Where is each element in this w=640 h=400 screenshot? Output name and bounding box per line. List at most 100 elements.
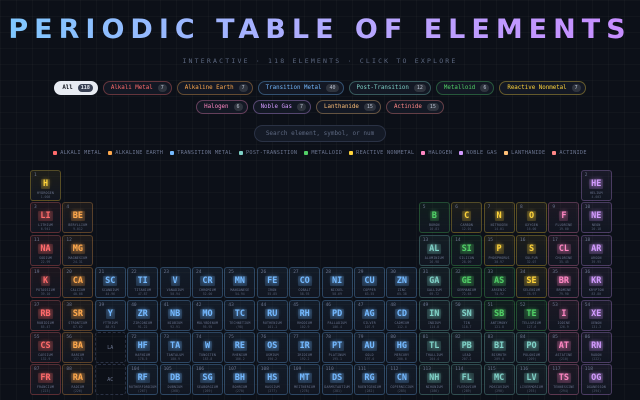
element-cell-sg[interactable]: 106 SG SEABORGIUM (269) — [192, 364, 223, 396]
element-cell-h[interactable]: 1 H HYDROGEN 1.008 — [30, 170, 61, 201]
element-cell-mg[interactable]: 12 MG MAGNESIUM 24.31 — [62, 234, 94, 266]
element-cell-pd[interactable]: 46 PD PALLADIUM 106.4 — [321, 299, 353, 331]
element-cell-cn[interactable]: 112 CN COPERNICIUM (285) — [386, 364, 418, 396]
element-cell-li[interactable]: 3 LI LITHIUM 6.941 — [30, 202, 61, 234]
element-cell-rb[interactable]: 37 RB RUBIDIUM 85.47 — [30, 299, 61, 331]
element-cell-i[interactable]: 53 I IODINE 126.9 — [548, 299, 580, 331]
element-cell-ir[interactable]: 77 IR IRIDIUM 192.2 — [289, 332, 321, 363]
element-cell-ba[interactable]: 56 BA BARIUM 137.3 — [62, 332, 94, 363]
element-cell-cs[interactable]: 55 CS CAESIUM 132.9 — [30, 332, 61, 363]
element-cell-na[interactable]: 11 NA SODIUM 22.99 — [30, 234, 61, 266]
filter-chip-alkali-metal[interactable]: Alkali Metal 7 — [102, 81, 172, 95]
element-cell-cd[interactable]: 48 CD CADMIUM 112.4 — [386, 299, 418, 331]
element-cell-mc[interactable]: 115 MC MOSCOVIUM (290) — [483, 364, 515, 396]
element-cell-lv[interactable]: 116 LV LIVERMORIUM (293) — [516, 364, 547, 396]
element-cell-xe[interactable]: 54 XE XENON 131.3 — [580, 299, 612, 331]
element-cell-bi[interactable]: 83 BI BISMUTH 209.0 — [483, 332, 515, 363]
element-cell-fr[interactable]: 87 FR FRANCIUM (223) — [30, 364, 61, 396]
element-cell-mo[interactable]: 42 MO MOLYBDENUM 95.95 — [192, 299, 223, 331]
element-cell-at[interactable]: 85 AT ASTATINE (210) — [548, 332, 580, 363]
filter-chip-alkaline-earth[interactable]: Alkaline Earth 7 — [176, 81, 253, 95]
element-cell-w[interactable]: 74 W TUNGSTEN 183.8 — [192, 332, 223, 363]
element-cell-ca[interactable]: 20 CA CALCIUM 40.08 — [62, 267, 94, 299]
element-cell-pt[interactable]: 78 PT PLATINUM 195.1 — [321, 332, 353, 363]
filter-chip-all[interactable]: All 118 — [54, 81, 98, 95]
element-cell-ts[interactable]: 117 TS TENNESSINE (294) — [548, 364, 580, 396]
element-cell-db[interactable]: 105 DB DUBNIUM (268) — [159, 364, 191, 396]
element-cell-rf[interactable]: 104 RF RUTHERFORDIUM (267) — [127, 364, 159, 396]
element-cell-kr[interactable]: 36 KR KRYPTON 83.80 — [580, 267, 612, 299]
element-cell-c[interactable]: 6 C CARBON 12.01 — [451, 202, 483, 234]
element-cell-re[interactable]: 75 RE RHENIUM 186.2 — [224, 332, 256, 363]
element-cell-mt[interactable]: 109 MT MEITNERIUM (278) — [289, 364, 321, 396]
element-cell-sc[interactable]: 21 SC SCANDIUM 44.96 — [94, 267, 126, 299]
element-cell-si[interactable]: 14 SI SILICON 28.09 — [451, 234, 483, 266]
element-cell-tl[interactable]: 81 TL THALLIUM 204.4 — [418, 332, 450, 363]
element-cell-y[interactable]: 39 Y YTTRIUM 88.91 — [94, 299, 126, 331]
filter-chip-transition-metal[interactable]: Transition Metal 40 — [257, 81, 344, 95]
element-cell-sb[interactable]: 51 SB ANTIMONY 121.8 — [483, 299, 515, 331]
element-cell-ar[interactable]: 18 AR ARGON 39.95 — [580, 234, 612, 266]
element-cell-rh[interactable]: 45 RH RHODIUM 102.9 — [289, 299, 321, 331]
series-placeholder-la[interactable]: LA — [94, 332, 126, 363]
element-cell-ti[interactable]: 22 TI TITANIUM 47.87 — [127, 267, 159, 299]
element-cell-cr[interactable]: 24 CR CHROMIUM 52.00 — [192, 267, 223, 299]
element-cell-te[interactable]: 52 TE TELLURIUM 127.6 — [516, 299, 547, 331]
element-cell-ni[interactable]: 28 NI NICKEL 58.69 — [321, 267, 353, 299]
element-cell-ag[interactable]: 47 AG SILVER 107.9 — [354, 299, 385, 331]
element-cell-sn[interactable]: 50 SN TIN 118.7 — [451, 299, 483, 331]
element-cell-po[interactable]: 84 PO POLONIUM (209) — [516, 332, 547, 363]
element-cell-b[interactable]: 5 B BORON 10.81 — [418, 202, 450, 234]
element-cell-s[interactable]: 16 S SULFUR 32.07 — [516, 234, 547, 266]
element-cell-hs[interactable]: 108 HS HASSIUM (277) — [256, 364, 288, 396]
element-cell-v[interactable]: 23 V VANADIUM 50.94 — [159, 267, 191, 299]
element-cell-os[interactable]: 76 OS OSMIUM 190.2 — [256, 332, 288, 363]
element-cell-tc[interactable]: 43 TC TECHNETIUM (98) — [224, 299, 256, 331]
filter-chip-post-transition[interactable]: Post-Transition 12 — [348, 81, 431, 95]
element-cell-al[interactable]: 13 AL ALUMINIUM 26.98 — [418, 234, 450, 266]
series-placeholder-ac[interactable]: AC — [94, 364, 126, 396]
element-cell-og[interactable]: 118 OG OGANESSON (294) — [580, 364, 612, 396]
filter-chip-reactive-nonmetal[interactable]: Reactive Nonmetal 7 — [499, 81, 586, 95]
element-cell-nh[interactable]: 113 NH NIHONIUM (286) — [418, 364, 450, 396]
element-cell-ds[interactable]: 110 DS DARMSTADTIUM (281) — [321, 364, 353, 396]
element-cell-in[interactable]: 49 IN INDIUM 114.8 — [418, 299, 450, 331]
element-cell-rn[interactable]: 86 RN RADON (222) — [580, 332, 612, 363]
element-cell-ge[interactable]: 32 GE GERMANIUM 72.63 — [451, 267, 483, 299]
element-cell-ta[interactable]: 73 TA TANTALUM 180.9 — [159, 332, 191, 363]
element-cell-fl[interactable]: 114 FL FLEROVIUM (289) — [451, 364, 483, 396]
filter-chip-noble-gas[interactable]: Noble Gas 7 — [252, 100, 311, 114]
element-cell-cu[interactable]: 29 CU COPPER 63.55 — [354, 267, 385, 299]
filter-chip-lanthanide[interactable]: Lanthanide 15 — [316, 100, 381, 114]
element-cell-f[interactable]: 9 F FLUORINE 19.00 — [548, 202, 580, 234]
filter-chip-metalloid[interactable]: Metalloid 6 — [435, 81, 495, 95]
element-cell-n[interactable]: 7 N NITROGEN 14.01 — [483, 202, 515, 234]
element-cell-ra[interactable]: 88 RA RADIUM (226) — [62, 364, 94, 396]
element-cell-o[interactable]: 8 O OXYGEN 16.00 — [516, 202, 547, 234]
element-cell-zr[interactable]: 40 ZR ZIRCONIUM 91.22 — [127, 299, 159, 331]
element-cell-ru[interactable]: 44 RU RUTHENIUM 101.1 — [256, 299, 288, 331]
filter-chip-actinide[interactable]: Actinide 15 — [385, 100, 444, 114]
element-cell-se[interactable]: 34 SE SELENIUM 78.97 — [516, 267, 547, 299]
element-cell-br[interactable]: 35 BR BROMINE 79.90 — [548, 267, 580, 299]
element-cell-be[interactable]: 4 BE BERYLLIUM 9.012 — [62, 202, 94, 234]
element-cell-mn[interactable]: 25 MN MANGANESE 54.94 — [224, 267, 256, 299]
search-input[interactable] — [254, 125, 386, 142]
element-cell-k[interactable]: 19 K POTASSIUM 39.10 — [30, 267, 61, 299]
element-cell-zn[interactable]: 30 ZN ZINC 65.38 — [386, 267, 418, 299]
element-cell-hf[interactable]: 72 HF HAFNIUM 178.5 — [127, 332, 159, 363]
element-cell-p[interactable]: 15 P PHOSPHORUS 30.97 — [483, 234, 515, 266]
element-cell-pb[interactable]: 82 PB LEAD 207.2 — [451, 332, 483, 363]
element-cell-ne[interactable]: 10 NE NEON 20.18 — [580, 202, 612, 234]
element-cell-cl[interactable]: 17 CL CHLORINE 35.45 — [548, 234, 580, 266]
element-cell-he[interactable]: 2 HE HELIUM 4.003 — [580, 170, 612, 201]
element-cell-nb[interactable]: 41 NB NIOBIUM 92.91 — [159, 299, 191, 331]
element-cell-sr[interactable]: 38 SR STRONTIUM 87.62 — [62, 299, 94, 331]
element-cell-bh[interactable]: 107 BH BOHRIUM (270) — [224, 364, 256, 396]
element-cell-hg[interactable]: 80 HG MERCURY 200.6 — [386, 332, 418, 363]
filter-chip-halogen[interactable]: Halogen 6 — [196, 100, 248, 114]
element-cell-au[interactable]: 79 AU GOLD 197.0 — [354, 332, 385, 363]
element-cell-fe[interactable]: 26 FE IRON 55.85 — [256, 267, 288, 299]
element-cell-co[interactable]: 27 CO COBALT 58.93 — [289, 267, 321, 299]
element-cell-as[interactable]: 33 AS ARSENIC 74.92 — [483, 267, 515, 299]
